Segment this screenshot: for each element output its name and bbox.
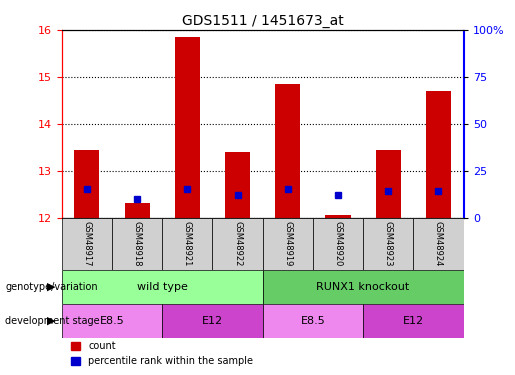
Bar <box>74 150 99 217</box>
Text: genotype/variation: genotype/variation <box>5 282 98 292</box>
Text: ▶: ▶ <box>47 282 56 292</box>
Text: GSM48920: GSM48920 <box>334 221 342 266</box>
FancyBboxPatch shape <box>62 217 112 270</box>
Text: RUNX1 knockout: RUNX1 knockout <box>316 282 410 292</box>
FancyBboxPatch shape <box>263 304 363 338</box>
Text: wild type: wild type <box>137 282 187 292</box>
Text: E12: E12 <box>202 316 223 326</box>
FancyBboxPatch shape <box>112 217 162 270</box>
Text: GSM48923: GSM48923 <box>384 221 392 267</box>
Bar <box>275 84 300 218</box>
Legend: count, percentile rank within the sample: count, percentile rank within the sample <box>66 338 257 370</box>
FancyBboxPatch shape <box>162 304 263 338</box>
Text: GSM48924: GSM48924 <box>434 221 443 266</box>
FancyBboxPatch shape <box>162 217 212 270</box>
Text: E12: E12 <box>403 316 424 326</box>
FancyBboxPatch shape <box>363 304 464 338</box>
Text: GSM48918: GSM48918 <box>133 221 142 267</box>
Bar <box>426 91 451 218</box>
FancyBboxPatch shape <box>263 217 313 270</box>
Bar <box>325 215 351 217</box>
Text: GSM48922: GSM48922 <box>233 221 242 266</box>
Text: GSM48917: GSM48917 <box>82 221 91 267</box>
Bar <box>375 150 401 217</box>
FancyBboxPatch shape <box>263 270 464 304</box>
FancyBboxPatch shape <box>413 217 464 270</box>
Bar <box>225 152 250 217</box>
FancyBboxPatch shape <box>62 270 263 304</box>
FancyBboxPatch shape <box>212 217 263 270</box>
Text: ▶: ▶ <box>47 316 56 326</box>
Text: GSM48919: GSM48919 <box>283 221 292 266</box>
Text: E8.5: E8.5 <box>99 316 125 326</box>
FancyBboxPatch shape <box>62 304 162 338</box>
Text: development stage: development stage <box>5 316 100 326</box>
Text: E8.5: E8.5 <box>300 316 325 326</box>
Bar <box>125 203 150 217</box>
Title: GDS1511 / 1451673_at: GDS1511 / 1451673_at <box>182 13 344 28</box>
Text: GSM48921: GSM48921 <box>183 221 192 266</box>
FancyBboxPatch shape <box>363 217 413 270</box>
Bar <box>175 37 200 218</box>
FancyBboxPatch shape <box>313 217 363 270</box>
